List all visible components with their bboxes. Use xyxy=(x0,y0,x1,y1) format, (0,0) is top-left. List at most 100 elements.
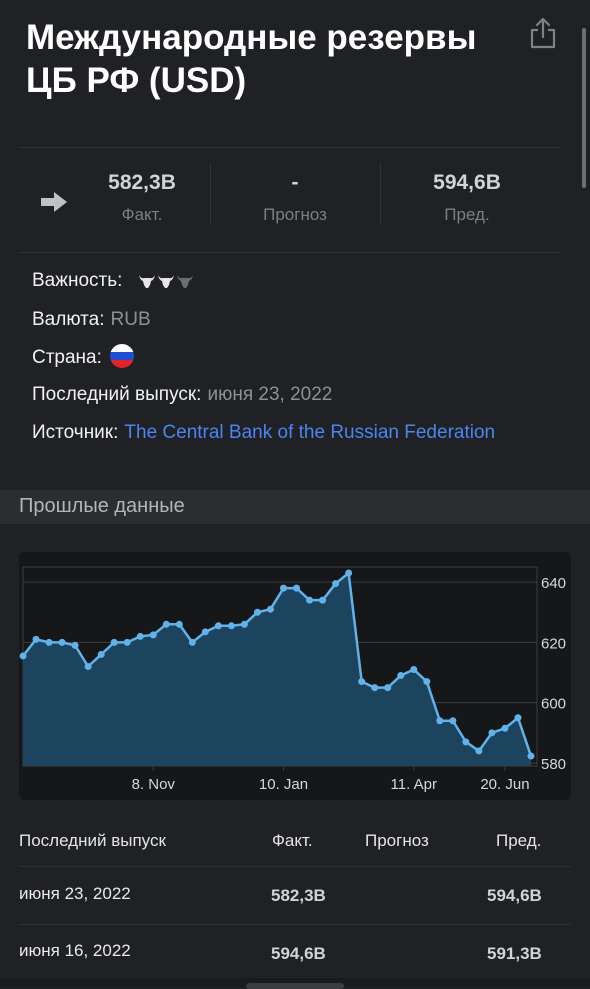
chart-point xyxy=(110,638,118,646)
home-indicator[interactable] xyxy=(246,983,344,989)
table-header-forecast: Прогноз xyxy=(365,831,429,850)
stat-previous: 594,6B Пред. xyxy=(392,170,542,225)
chart-point xyxy=(45,638,53,646)
russia-flag-icon xyxy=(109,344,134,368)
row-1-previous: 594,6B xyxy=(487,886,542,905)
chart-point xyxy=(149,631,157,639)
chart-point xyxy=(358,678,366,686)
chart-point xyxy=(527,752,535,760)
chart-point xyxy=(462,738,470,746)
chart-point xyxy=(71,641,79,649)
chart-point xyxy=(371,684,379,692)
history-title: Прошлые данные xyxy=(19,495,185,517)
chart-y-tick-label: 600 xyxy=(541,696,566,713)
chart-point xyxy=(240,620,248,628)
last-release-label: Последний выпуск: xyxy=(32,384,202,405)
chart-area xyxy=(23,573,531,766)
chart-point xyxy=(266,605,274,613)
history-chart[interactable]: 580 600 620 640 8. Nov 10. Jan 11. Apr 20. Jun xyxy=(19,552,571,800)
chart-point xyxy=(488,729,496,737)
chart-point xyxy=(201,628,209,636)
stats-row: 582,3B Факт. - Прогноз 594,6B Пред. xyxy=(20,147,560,253)
chart-point xyxy=(136,632,144,640)
source-row: Источник: The Central Bank of the Russian… xyxy=(32,422,495,444)
currency-label: Валюта: xyxy=(32,309,105,330)
importance-label: Важность: xyxy=(32,270,123,291)
chart-point xyxy=(449,717,457,725)
bull-icon xyxy=(157,274,174,288)
chart-point xyxy=(384,684,392,692)
header-panel: Международные резервы ЦБ РФ (USD) 582,3B… xyxy=(0,0,590,490)
importance-row: Важность: xyxy=(32,270,196,292)
chart-point xyxy=(293,584,301,592)
divider xyxy=(19,866,571,867)
chart-point xyxy=(345,569,353,577)
row-1-actual: 582,3B xyxy=(271,886,326,905)
stat-forecast: - Прогноз xyxy=(220,170,370,225)
chart-point xyxy=(188,638,196,646)
chart-point xyxy=(227,622,235,630)
chart-point xyxy=(501,724,509,732)
bull-icon xyxy=(176,274,193,288)
chart-y-tick-label: 620 xyxy=(541,635,566,652)
chart-point xyxy=(175,620,183,628)
chart-point xyxy=(436,717,444,725)
country-label: Страна: xyxy=(32,347,102,369)
chart-point xyxy=(162,620,170,628)
divider xyxy=(380,163,381,225)
row-2-date: июня 16, 2022 xyxy=(19,941,131,960)
last-release-value: июня 23, 2022 xyxy=(207,384,333,405)
chart-point xyxy=(410,666,418,674)
chart-point xyxy=(123,638,131,646)
chart-y-tick-label: 580 xyxy=(541,756,566,773)
source-link[interactable]: The Central Bank of the Russian Federati… xyxy=(124,422,496,443)
last-release-row: Последний выпуск: июня 23, 2022 xyxy=(32,384,332,406)
chart-point xyxy=(58,638,66,646)
chart-x-tick-label: 11. Apr xyxy=(391,776,437,793)
currency-row: Валюта: RUB xyxy=(32,309,151,331)
history-section-header: Прошлые данные xyxy=(0,490,590,524)
divider xyxy=(210,163,211,225)
stat-actual-value: 582,3B xyxy=(108,171,176,194)
divider xyxy=(19,924,571,925)
stat-forecast-label: Прогноз xyxy=(263,205,327,224)
chart-x-tick-label: 10. Jan xyxy=(259,776,308,793)
arrow-right-icon xyxy=(41,192,67,212)
chart-point xyxy=(84,663,92,670)
chart-point xyxy=(19,652,27,660)
chart-point xyxy=(423,678,431,686)
chart-point xyxy=(97,650,105,658)
bull-icon xyxy=(138,274,155,288)
row-2-actual: 594,6B xyxy=(271,944,326,963)
chart-point xyxy=(319,596,327,604)
bottom-bar xyxy=(0,978,590,989)
chart-point xyxy=(306,596,314,604)
table-header-actual: Факт. xyxy=(272,831,313,850)
chart-point xyxy=(214,622,222,630)
chart-point xyxy=(397,672,405,680)
table-header-previous: Пред. xyxy=(496,831,542,850)
currency-value: RUB xyxy=(110,309,151,330)
chart-series-line xyxy=(22,571,533,757)
chart-point xyxy=(280,584,288,592)
stat-actual: 582,3B Факт. xyxy=(67,170,217,225)
share-icon[interactable] xyxy=(528,16,558,50)
table-header-release: Последний выпуск xyxy=(19,831,166,850)
scrollbar[interactable] xyxy=(582,28,586,188)
chart-point xyxy=(253,608,261,616)
chart-x-tick-label: 20. Jun xyxy=(480,776,529,793)
chart-point xyxy=(514,714,522,722)
page-title: Международные резервы ЦБ РФ (USD) xyxy=(26,18,477,100)
row-1-date: июня 23, 2022 xyxy=(19,884,131,903)
country-row: Страна: xyxy=(32,344,134,370)
chart-x-tick-label: 8. Nov xyxy=(132,776,176,793)
stat-actual-label: Факт. xyxy=(121,205,163,224)
source-label: Источник: xyxy=(32,422,119,443)
chart-y-tick-label: 640 xyxy=(541,575,566,592)
row-2-previous: 591,3B xyxy=(487,944,542,963)
history-chart-svg: 580 600 620 640 8. Nov 10. Jan 11. Apr 20. Jun xyxy=(19,566,566,793)
stat-previous-value: 594,6B xyxy=(433,171,501,194)
importance-bull-icons xyxy=(138,274,193,288)
chart-point xyxy=(332,580,340,588)
stat-previous-label: Пред. xyxy=(444,205,490,224)
